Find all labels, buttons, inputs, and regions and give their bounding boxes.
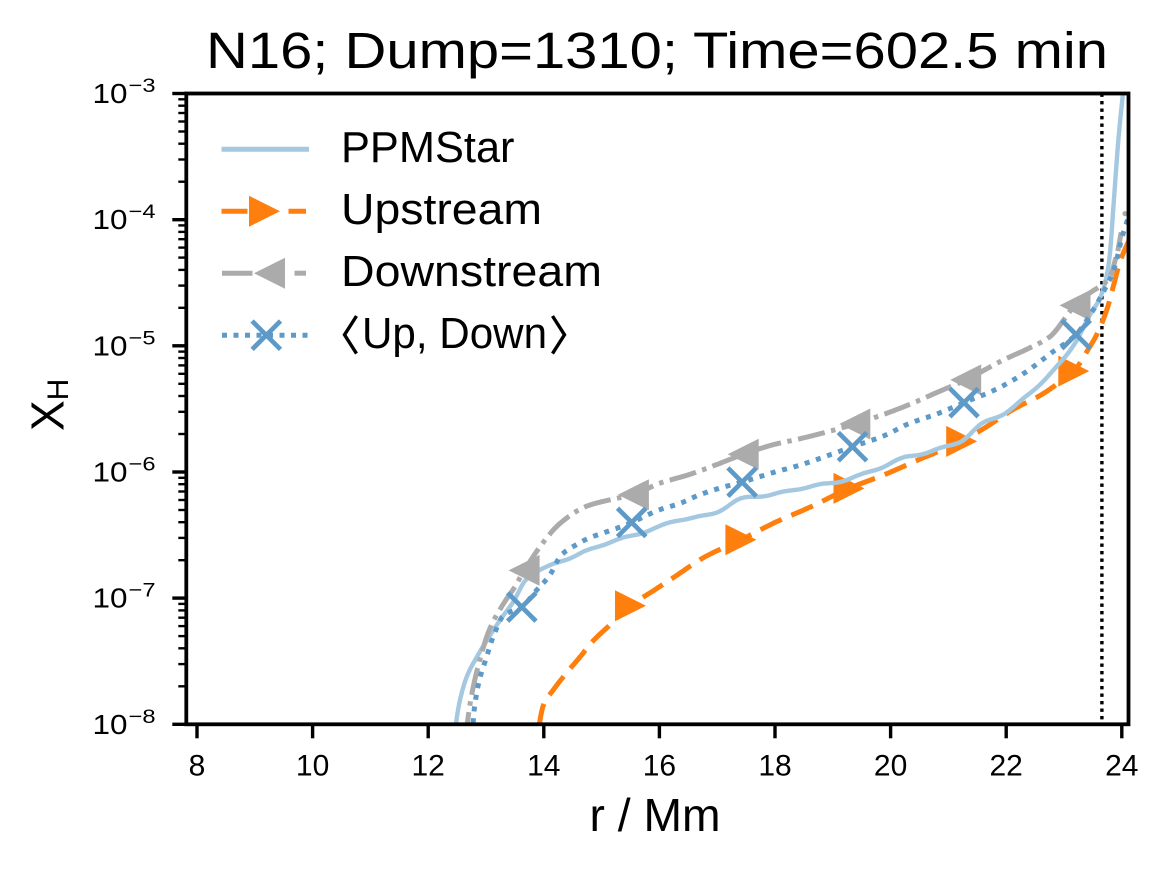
svg-text:8: 8 [189, 750, 206, 783]
svg-text:20: 20 [874, 750, 907, 783]
svg-text:10: 10 [93, 78, 128, 109]
svg-text:22: 22 [990, 750, 1023, 783]
svg-text:10: 10 [93, 583, 128, 614]
svg-text:10: 10 [93, 330, 128, 361]
svg-text:10: 10 [296, 750, 329, 783]
svg-text:−6: −6 [129, 454, 156, 476]
svg-text:12: 12 [412, 750, 445, 783]
svg-text:10: 10 [93, 204, 128, 235]
svg-text:18: 18 [758, 750, 791, 783]
svg-text:Up, Down: Up, Down [362, 309, 547, 358]
svg-text:PPMStar: PPMStar [341, 123, 515, 172]
svg-text:14: 14 [527, 750, 560, 783]
svg-text:r / Mm: r / Mm [590, 789, 721, 841]
svg-text:24: 24 [1105, 750, 1138, 783]
svg-text:−3: −3 [129, 75, 156, 97]
svg-text:N16; Dump=1310; Time=602.5 min: N16; Dump=1310; Time=602.5 min [206, 22, 1108, 79]
svg-text:10: 10 [93, 457, 128, 488]
svg-text:−4: −4 [129, 201, 156, 223]
svg-text:Downstream: Downstream [341, 247, 602, 296]
svg-text:−8: −8 [129, 706, 156, 728]
svg-text:Upstream: Upstream [341, 185, 542, 234]
svg-text:10: 10 [93, 709, 128, 740]
svg-text:16: 16 [643, 750, 676, 783]
svg-text:−7: −7 [129, 580, 156, 602]
svg-text:−5: −5 [129, 327, 156, 349]
